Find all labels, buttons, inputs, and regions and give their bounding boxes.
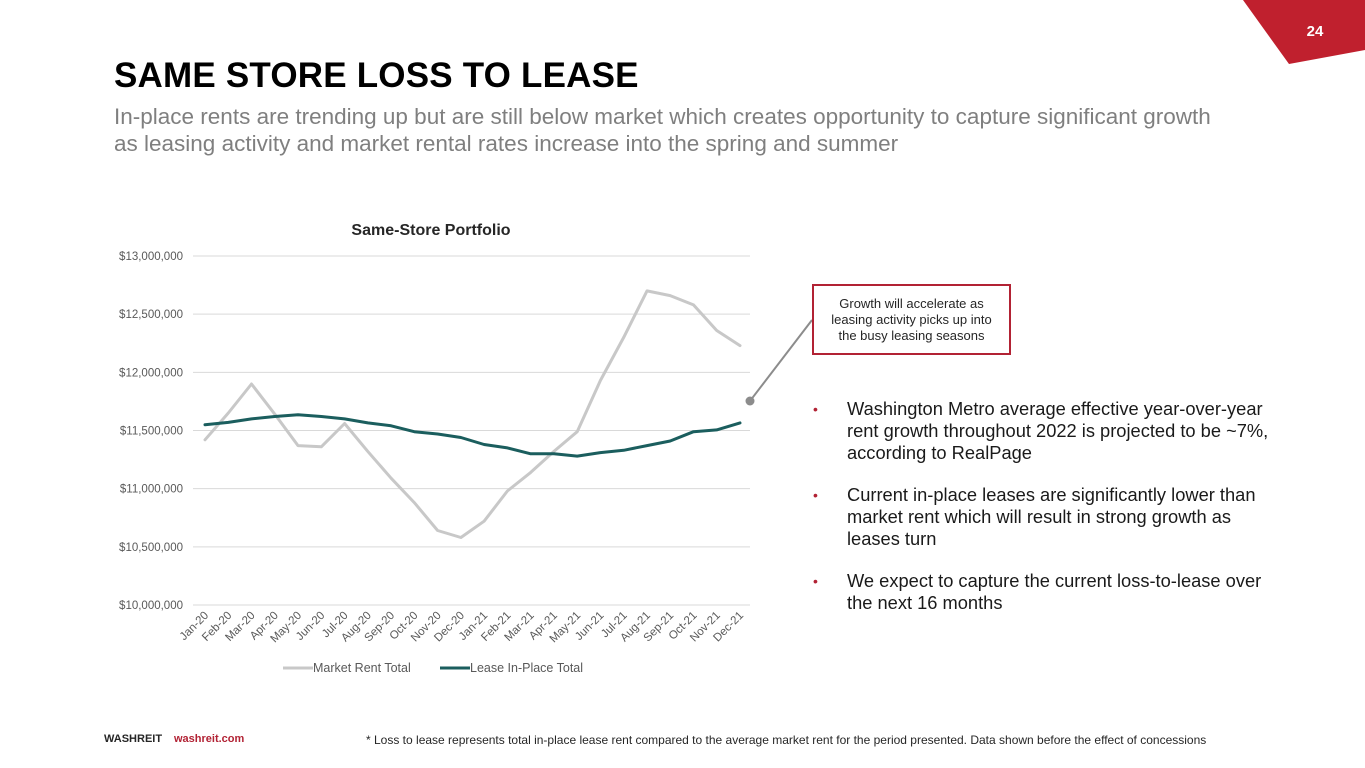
y-axis-tick-labels: $10,000,000 $10,500,000 $11,000,000 $11,500… (119, 251, 183, 612)
footnote: * Loss to lease represents total in-plac… (366, 733, 1207, 747)
legend-label: Market Rent Total (313, 661, 411, 675)
line-chart: Same-Store Portfolio $10,000,000 $10,500,… (119, 222, 813, 675)
bullet-icon: • (813, 573, 818, 589)
x-axis-tick-labels: Jan-20Feb-20Mar-20Apr-20May-20Jun-20Jul-… (178, 610, 746, 646)
y-tick-label: $12,000,000 (119, 367, 183, 379)
bullet-text: We expect to capture the current loss-to… (847, 570, 1262, 613)
callout-connector (745, 319, 813, 406)
page-number: 24 (1306, 23, 1324, 40)
series-line-market-rent-total (203, 289, 742, 539)
chart-legend: Market Rent Total Lease In-Place Total (283, 661, 583, 675)
bullet-text: Washington Metro average effective year-… (847, 398, 1269, 463)
callout-anchor-dot (745, 396, 755, 406)
bullet-item: • We expect to capture the current loss-t… (813, 570, 1283, 614)
callout-text: Growth will accelerate as leasing activi… (831, 295, 992, 343)
bullet-icon: • (813, 401, 818, 417)
footer-website-link[interactable]: washreit.com (174, 733, 245, 745)
page-subtitle: In-place rents are trending up but are s… (114, 104, 1211, 156)
callout-box: Growth will accelerate as leasing activi… (812, 284, 1011, 355)
page-title: SAME STORE LOSS TO LEASE (114, 56, 639, 95)
footer-brand: WASHREIT (104, 733, 163, 745)
y-tick-label: $10,500,000 (119, 542, 183, 554)
series-line-lease-in-place-total (203, 413, 742, 458)
bullet-icon: • (813, 487, 818, 503)
bullet-item: • Washington Metro average effective year… (813, 398, 1283, 464)
legend-label: Lease In-Place Total (470, 661, 583, 675)
bullet-item: • Current in-place leases are significant… (813, 484, 1283, 550)
y-tick-label: $10,000,000 (119, 600, 183, 612)
y-tick-label: $13,000,000 (119, 251, 183, 263)
bullet-text: Current in-place leases are significantl… (847, 484, 1256, 549)
chart-series (203, 289, 742, 539)
y-tick-label: $11,500,000 (120, 426, 183, 438)
y-tick-label: $12,500,000 (119, 309, 183, 321)
bullet-list: • Washington Metro average effective year… (813, 398, 1283, 634)
y-tick-label: $11,000,000 (120, 484, 183, 496)
chart-title: Same-Store Portfolio (351, 222, 510, 239)
chart-gridlines (193, 255, 750, 606)
